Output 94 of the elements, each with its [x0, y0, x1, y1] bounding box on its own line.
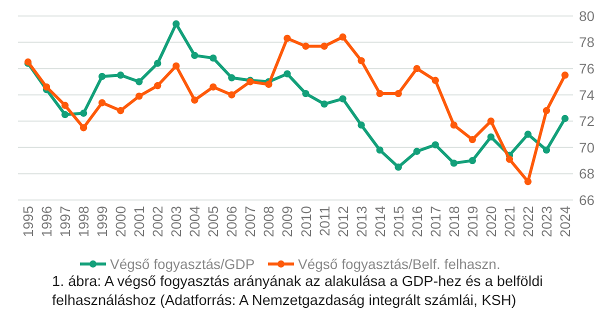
point	[154, 82, 162, 90]
x-tick-label: 2009	[279, 206, 296, 238]
point	[468, 156, 476, 164]
text: 1. ábra: A végső fogyasztás arányának az alakulása a GDP-hez és a belföldi felhasználáshoz (Adatforrás: A Nemzetgazdaság integrált számlái, KSH)	[52, 274, 543, 309]
point	[432, 141, 439, 148]
point	[228, 74, 236, 82]
point	[320, 42, 328, 50]
point	[210, 83, 217, 91]
x-tick-label: 2006	[224, 206, 240, 238]
x-tick-label: 2024	[557, 206, 573, 238]
point	[450, 160, 458, 167]
x-tick-label: 2007	[242, 206, 258, 238]
x-tick-label: 2008	[260, 206, 277, 238]
point	[42, 83, 50, 91]
y-tick-label: 80	[579, 8, 595, 24]
point	[450, 121, 458, 129]
y-tick-label: 72	[579, 113, 595, 130]
y-tick-label: 68	[579, 166, 595, 182]
point	[136, 92, 143, 100]
x-tick-label: 2014	[372, 206, 388, 238]
point	[394, 164, 402, 171]
x-tick-label: 2004	[186, 206, 203, 238]
point	[284, 70, 291, 78]
point	[136, 78, 143, 86]
point	[320, 100, 328, 108]
x-tick-label: 2022	[520, 206, 536, 238]
x-tick-label: 2005	[205, 206, 222, 238]
point	[80, 110, 88, 117]
point	[228, 91, 236, 98]
point	[413, 148, 420, 155]
point	[506, 156, 514, 163]
x-tick-label: 2020	[482, 206, 499, 238]
point	[413, 64, 420, 72]
y-tick-label: 66	[579, 192, 595, 208]
point	[284, 34, 291, 42]
x-tick-label: 2015	[390, 206, 406, 238]
point	[339, 33, 346, 41]
x-tick-label: 2017	[427, 206, 444, 238]
point	[339, 95, 346, 102]
point	[210, 54, 217, 62]
point	[116, 107, 124, 114]
y-tick-label: 74	[579, 86, 595, 103]
x-tick-label: 2011	[316, 206, 332, 236]
point	[61, 102, 69, 109]
point	[358, 57, 365, 64]
point	[561, 114, 569, 122]
x-tick-label: 2018	[446, 206, 462, 238]
point	[116, 72, 124, 79]
x-tick-label: 2021	[501, 206, 518, 238]
point	[302, 90, 310, 98]
point	[376, 146, 384, 154]
x-tick-label: 1995	[20, 206, 36, 238]
x-tick-label: 2010	[298, 206, 314, 238]
point	[358, 121, 365, 129]
y-tick-label: 78	[579, 34, 595, 50]
x-tick-label: 2002	[150, 206, 166, 238]
point	[98, 99, 106, 106]
point	[561, 72, 569, 79]
x-tick-label: 2001	[131, 206, 148, 238]
y-tick-label: 70	[579, 139, 595, 156]
point	[542, 146, 550, 154]
x-tick-label: 2023	[538, 206, 554, 238]
point	[524, 130, 532, 138]
point	[191, 96, 198, 104]
point	[468, 136, 476, 144]
legend-label: Végső fogyasztás/GDP	[110, 256, 255, 272]
legend-label: Végső fogyasztás/Belf. felhaszn.	[298, 256, 500, 272]
point	[154, 60, 162, 67]
x-tick-label: 2003	[168, 206, 184, 238]
x-tick-label: 1996	[38, 206, 55, 238]
point	[376, 90, 384, 98]
point	[487, 118, 495, 125]
point	[302, 42, 310, 50]
x-tick-label: 1997	[57, 206, 74, 238]
point	[487, 133, 495, 141]
x-tick-label: 2016	[408, 206, 425, 238]
point	[265, 80, 272, 88]
point	[542, 107, 550, 114]
point	[432, 76, 439, 84]
x-tick-label: 1999	[94, 206, 110, 238]
point	[191, 52, 198, 60]
x-tick-label: 2019	[464, 206, 480, 238]
point	[172, 62, 180, 70]
y-tick-label: 76	[579, 60, 595, 76]
point	[172, 20, 180, 28]
point	[80, 124, 88, 132]
point	[98, 72, 106, 80]
x-tick-label: 1998	[76, 206, 92, 238]
x-tick-label: 2000	[112, 206, 129, 238]
point	[394, 90, 402, 98]
x-tick-label: 2013	[353, 206, 370, 238]
point	[61, 110, 69, 118]
x-tick-label: 2012	[334, 206, 351, 238]
point	[524, 178, 532, 186]
